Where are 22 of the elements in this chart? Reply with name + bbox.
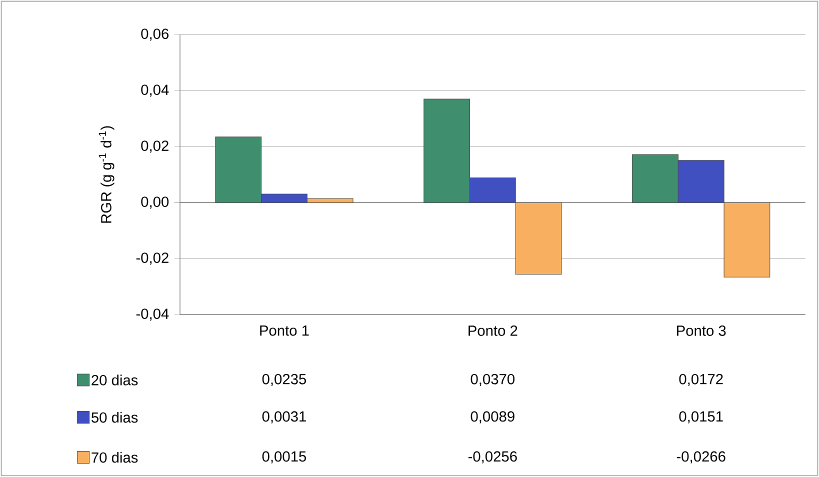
legend-label: 70 dias: [92, 452, 138, 463]
x-tick-label: Ponto 2: [468, 326, 518, 336]
y-tick-label: 0,04: [141, 84, 169, 97]
y-tick-label: -0,02: [136, 252, 168, 265]
data-label: 0,0370: [470, 374, 514, 386]
data-label: -0,0266: [676, 451, 726, 464]
y-tick-label: -0,04: [136, 308, 169, 321]
legend-label: 20 dias: [92, 374, 138, 386]
data-label: 0,0235: [262, 374, 306, 386]
data-label: -0,0256: [468, 451, 517, 464]
y-tick-label: 0,00: [141, 196, 169, 209]
x-tick-label: Ponto 3: [677, 326, 726, 336]
legend-label: 50 dias: [92, 412, 138, 423]
data-label: 0,0172: [679, 374, 723, 386]
data-label: 0,0089: [470, 411, 514, 424]
y-axis-title: RGR (g g$^{-1}$ d$^{-1}$): [98, 126, 114, 223]
x-tick-label: Ponto 1: [260, 326, 309, 336]
data-label: 0,0031: [262, 411, 306, 424]
data-label: 0,0151: [679, 411, 723, 424]
data-label: 0,0015: [262, 451, 306, 464]
y-tick-label: 0,02: [141, 140, 168, 153]
y-tick-label: 0,06: [141, 28, 169, 41]
